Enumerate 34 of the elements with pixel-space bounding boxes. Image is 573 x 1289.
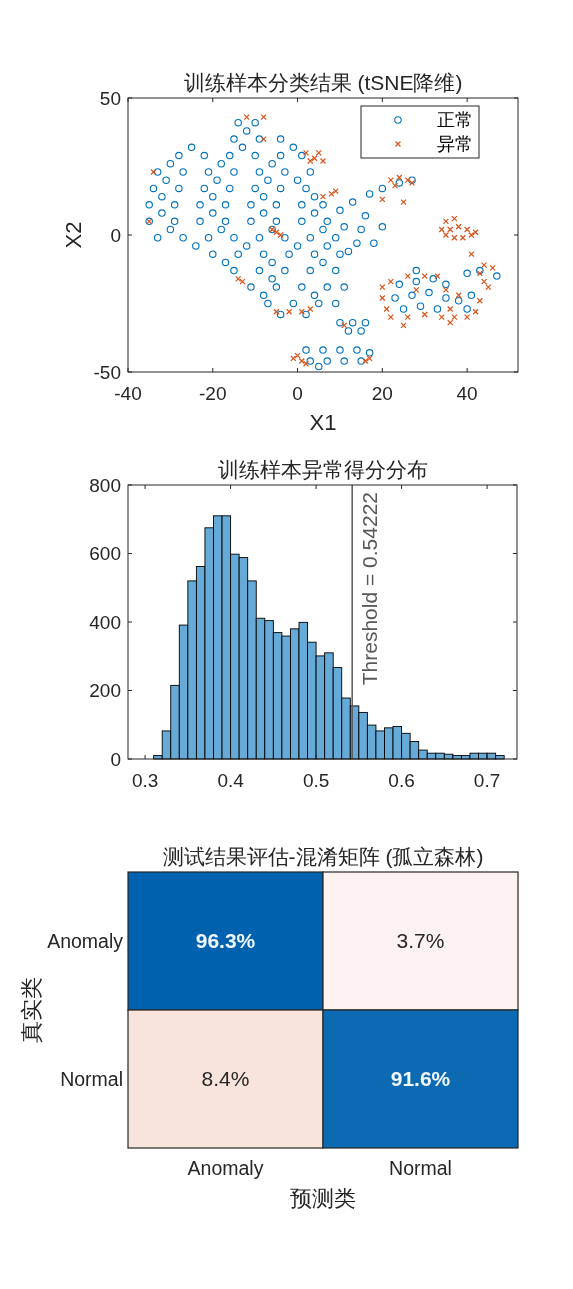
x-tick-label: 0.3	[131, 770, 159, 791]
legend-label: 异常	[437, 134, 473, 155]
y-tick-label: 800	[89, 474, 121, 496]
y-tick-label: 0	[110, 224, 121, 246]
y-axis-title: 真实类	[19, 977, 44, 1043]
y-tick-label: 400	[89, 611, 121, 633]
y-tick-label: 600	[89, 543, 121, 565]
chart-title: 训练样本分类结果 (tSNE降维)	[183, 71, 463, 94]
x-tick-label: 0.7	[473, 770, 501, 791]
x-tick-label: 40	[456, 383, 478, 404]
y-tick-label: 50	[99, 87, 121, 109]
x-axis-title: 预测类	[290, 1186, 356, 1211]
data-label: 3.7%	[396, 929, 445, 953]
x-tick-label: -20	[199, 383, 227, 404]
y-tick-label: -50	[93, 361, 121, 383]
x-tick-label: 20	[371, 383, 393, 404]
x-axis-title: X1	[309, 410, 337, 435]
data-label: 8.4%	[201, 1067, 250, 1091]
data-label: 96.3%	[195, 929, 256, 953]
y-tick-label: Anomaly	[47, 929, 124, 952]
x-tick-label: 0.5	[302, 770, 330, 791]
legend-label: 正常	[437, 110, 473, 131]
ref-line-label: Threshold = 0.54222	[358, 492, 382, 686]
chart-title: 测试结果评估-混淆矩阵 (孤立森林)	[162, 845, 484, 868]
x-tick-label: -40	[114, 383, 142, 404]
y-tick-label: Normal	[60, 1067, 123, 1090]
data-label: 91.6%	[390, 1067, 451, 1091]
y-axis-title: X2	[61, 221, 86, 249]
y-tick-label: 0	[110, 748, 121, 770]
y-tick-label: 200	[89, 680, 121, 702]
x-tick-label: 0	[292, 383, 303, 404]
x-tick-label: 0.4	[217, 770, 245, 791]
chart-title: 训练样本异常得分分布	[217, 458, 428, 481]
x-tick-label: 0.6	[388, 770, 415, 791]
